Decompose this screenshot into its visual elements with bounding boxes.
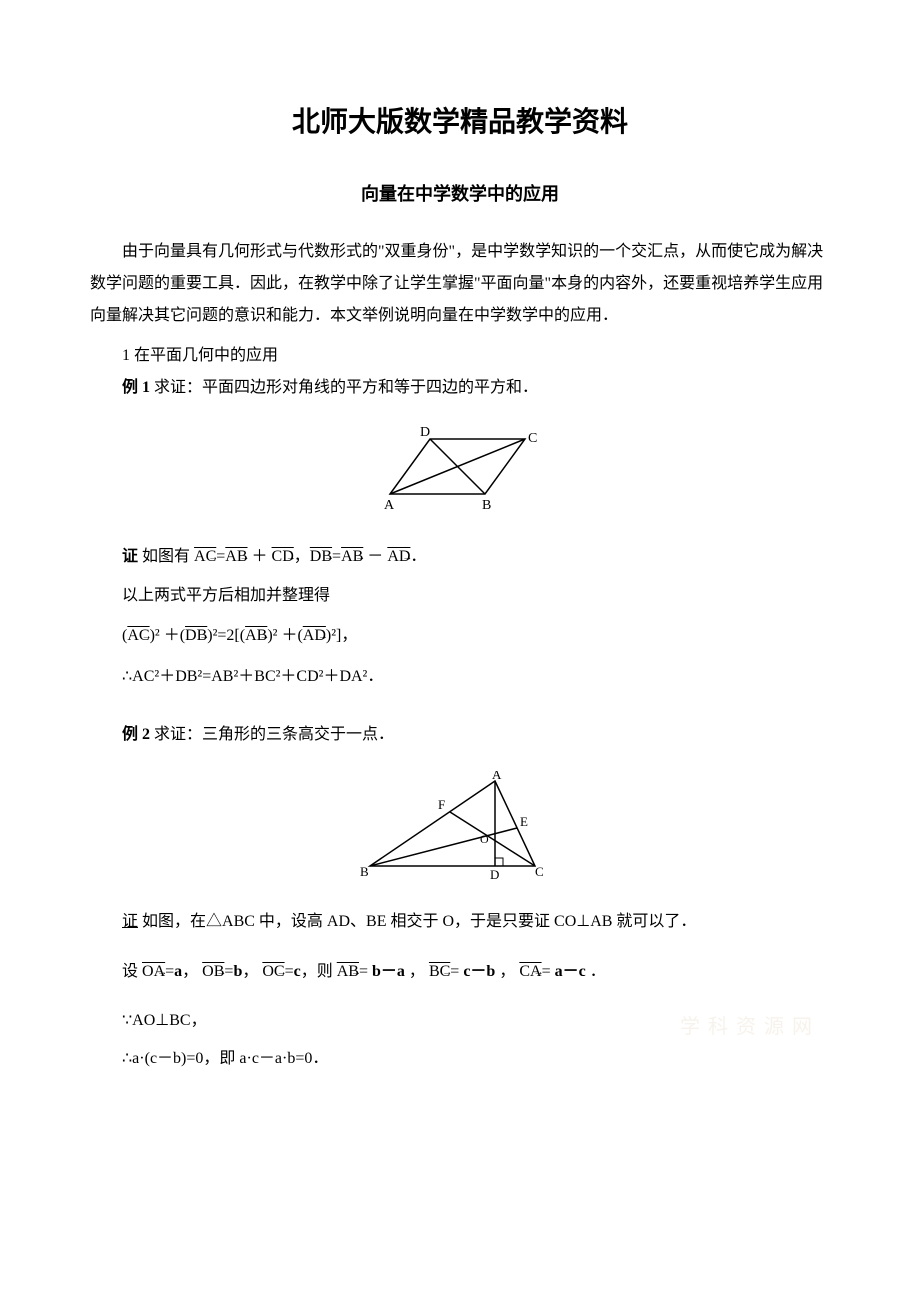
vec-db-sq: →DB xyxy=(185,627,207,644)
figure1-label-c: C xyxy=(528,431,537,446)
figure-1-parallelogram: A B C D xyxy=(90,424,830,519)
main-title: 北师大版数学精品教学资料 xyxy=(90,100,830,140)
vec-ab3: →AB xyxy=(337,963,359,980)
figure1-label-d: D xyxy=(420,425,430,440)
figure2-label-a: A xyxy=(492,771,502,782)
figure-2-triangle: A B C D E F O xyxy=(90,771,830,886)
vec-ad-sq: →AD xyxy=(303,627,326,644)
figure2-label-e: E xyxy=(520,814,528,829)
vec-ac-sq: →AC xyxy=(127,627,149,644)
vec-ob: →OB xyxy=(202,963,224,980)
figure2-label-b: B xyxy=(360,864,369,879)
example-1: 例 1 求证：平面四边形对角线的平方和等于四边的平方和． xyxy=(90,372,830,404)
vec-ab-sq: →AB xyxy=(245,627,267,644)
subtitle: 向量在中学数学中的应用 xyxy=(90,180,830,206)
proof-2-line-1: 证 如图，在△ABC 中，设高 AD、BE 相交于 O，于是只要证 CO⊥AB … xyxy=(90,906,830,938)
proof-2-line-4: ∴a·(c－b)=0，即 a·c－a·b=0． xyxy=(90,1043,830,1075)
proof-1-line-4: ∴AC²＋DB²=AB²＋BC²＋CD²＋DA²． xyxy=(90,659,830,694)
proof-1-line-1: 证 如图有 →AC=→AB ＋ →CD，→DB=→AB － →AD． xyxy=(90,539,830,574)
proof-label-2: 证 xyxy=(122,913,138,930)
vec-oa: →OA xyxy=(142,963,165,980)
vec-bc: →BC xyxy=(429,963,450,980)
vec-ad: →AD xyxy=(387,548,410,565)
example-2: 例 2 求证：三角形的三条高交于一点． xyxy=(90,719,830,751)
watermark: 学科资源网 xyxy=(680,1010,820,1039)
proof-2-line-2: 设 →OA=a， →OB=b， →OC=c，则 →AB= b－a ， →BC= … xyxy=(90,954,830,989)
proof-1-line-3: (→AC)² ＋(→DB)²=2[(→AB)² ＋(→AD)²]， xyxy=(90,618,830,653)
example-2-text: 求证：三角形的三条高交于一点． xyxy=(150,726,394,743)
vec-ab2: →AB xyxy=(341,548,363,565)
proof-label-1: 证 xyxy=(122,548,138,565)
figure2-label-d: D xyxy=(490,867,499,881)
figure1-label-a: A xyxy=(384,498,395,513)
vec-oc: →OC xyxy=(262,963,284,980)
example-2-label: 例 2 xyxy=(122,726,150,743)
example-1-text: 求证：平面四边形对角线的平方和等于四边的平方和． xyxy=(150,379,538,396)
example-1-label: 例 1 xyxy=(122,379,150,396)
vec-cd: →CD xyxy=(272,548,294,565)
figure2-label-f: F xyxy=(438,797,445,812)
figure1-label-b: B xyxy=(482,498,491,513)
figure2-label-c: C xyxy=(535,864,544,879)
vec-ca: →CA xyxy=(519,963,541,980)
intro-paragraph: 由于向量具有几何形式与代数形式的"双重身份"，是中学数学知识的一个交汇点，从而使… xyxy=(90,236,830,332)
section-1-heading: 1 在平面几何中的应用 xyxy=(90,340,830,372)
vec-ab: →AB xyxy=(225,548,247,565)
proof-1-line-2: 以上两式平方后相加并整理得 xyxy=(90,580,830,612)
figure2-label-o: O xyxy=(480,832,489,846)
